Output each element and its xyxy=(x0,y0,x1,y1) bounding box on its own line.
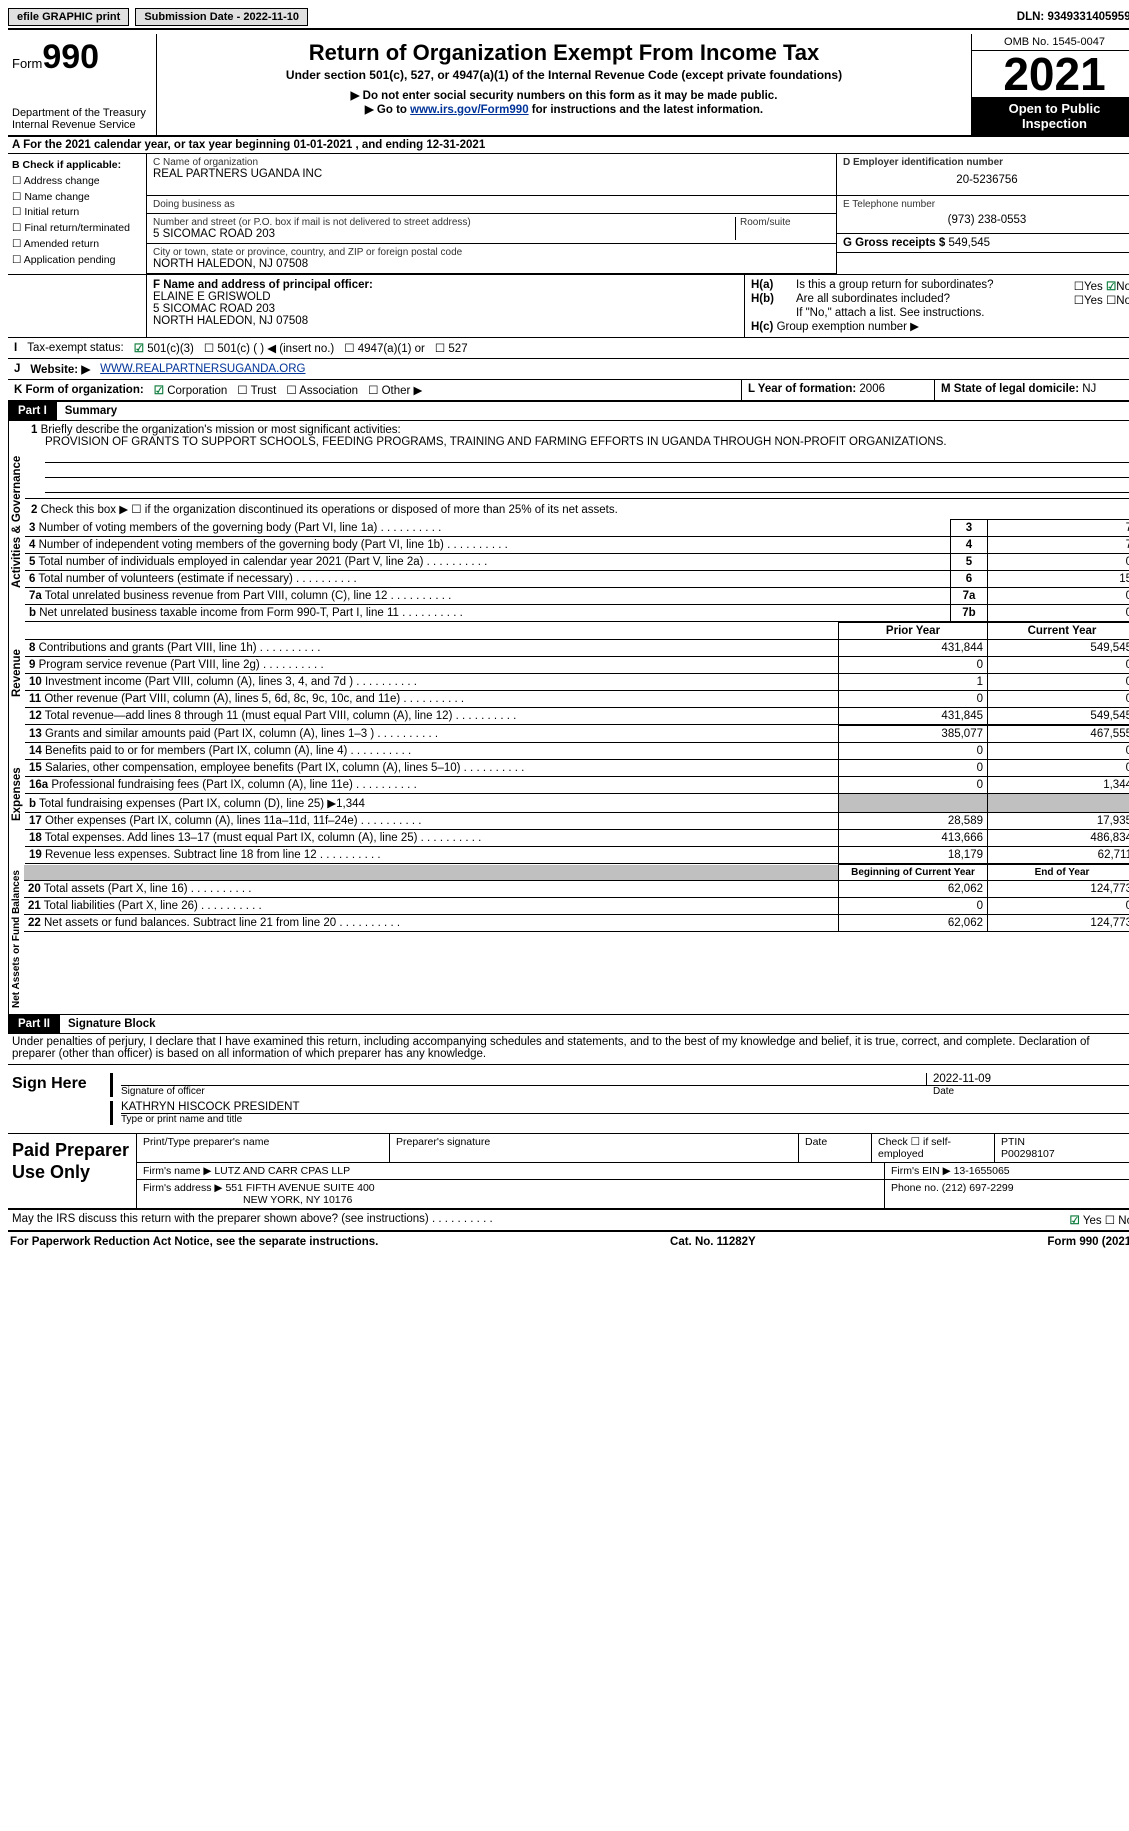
street-address: 5 SICOMAC ROAD 203 xyxy=(153,228,735,240)
form-title: Return of Organization Exempt From Incom… xyxy=(161,40,967,66)
row-k: K Form of organization: ☑ Corporation ☐ … xyxy=(8,380,741,400)
website-link[interactable]: WWW.REALPARTNERSUGANDA.ORG xyxy=(100,363,305,375)
gross-receipts: 549,545 xyxy=(948,237,990,249)
box-h: H(a)Is this a group return for subordina… xyxy=(745,275,1129,337)
vert-expenses: Expenses xyxy=(8,725,25,864)
paid-preparer-label: Paid Preparer Use Only xyxy=(8,1134,136,1208)
row-i-status: ITax-exempt status: ☑ 501(c)(3) ☐ 501(c)… xyxy=(8,338,1129,359)
row-j-website: JWebsite: ▶ WWW.REALPARTNERSUGANDA.ORG xyxy=(8,359,1129,380)
org-name: REAL PARTNERS UGANDA INC xyxy=(153,168,830,180)
chk-amended[interactable]: ☐ Amended return xyxy=(12,237,142,253)
firm-name: LUTZ AND CARR CPAS LLP xyxy=(214,1165,350,1177)
col-b-checkboxes: B Check if applicable: ☐ Address change … xyxy=(8,154,147,274)
chk-initial[interactable]: ☐ Initial return xyxy=(12,205,142,221)
may-irs-discuss: May the IRS discuss this return with the… xyxy=(8,1210,1129,1231)
chk-final[interactable]: ☐ Final return/terminated xyxy=(12,221,142,237)
org-name-label: C Name of organization xyxy=(153,157,830,168)
vert-revenue: Revenue xyxy=(8,622,25,725)
top-bar: efile GRAPHIC print Submission Date - 20… xyxy=(8,8,1129,30)
footer: For Paperwork Reduction Act Notice, see … xyxy=(8,1231,1129,1252)
box-f-officer: F Name and address of principal officer:… xyxy=(147,275,745,337)
header-right: OMB No. 1545-0047 2021 Open to Public In… xyxy=(971,34,1129,135)
chk-pending[interactable]: ☐ Application pending xyxy=(12,253,142,269)
header-left: Form990 Department of the Treasury Inter… xyxy=(8,34,157,135)
part1-header: Part ISummary xyxy=(8,401,1129,421)
officer-name: KATHRYN HISCOCK PRESIDENT xyxy=(121,1101,1129,1114)
sign-date: 2022-11-09 xyxy=(926,1073,1129,1085)
vert-netassets: Net Assets or Fund Balances xyxy=(8,864,24,1014)
expenses-table: 13 Grants and similar amounts paid (Part… xyxy=(25,725,1129,864)
netassets-table: Beginning of Current YearEnd of Year 20 … xyxy=(24,864,1129,932)
preparer-phone: (212) 697-2299 xyxy=(942,1182,1014,1194)
box-m: M State of legal domicile: NJ xyxy=(934,380,1129,400)
efile-button[interactable]: efile GRAPHIC print xyxy=(8,8,129,26)
revenue-table: Prior YearCurrent Year 8 Contributions a… xyxy=(25,622,1129,725)
firm-ein: 13-1655065 xyxy=(954,1165,1010,1177)
line-1: 1 Briefly describe the organization's mi… xyxy=(25,421,1129,499)
ptin: P00298107 xyxy=(1001,1148,1055,1160)
row-a: A For the 2021 calendar year, or tax yea… xyxy=(8,137,1129,154)
ein-label: D Employer identification number xyxy=(843,157,1003,168)
chk-name[interactable]: ☐ Name change xyxy=(12,190,142,206)
dba-label: Doing business as xyxy=(153,199,830,210)
line-2: 2 Check this box ▶ ☐ if the organization… xyxy=(25,499,1129,519)
irs-link[interactable]: www.irs.gov/Form990 xyxy=(410,104,528,116)
submission-date: Submission Date - 2022-11-10 xyxy=(135,8,308,26)
chk-addr[interactable]: ☐ Address change xyxy=(12,174,142,190)
city-state-zip: NORTH HALEDON, NJ 07508 xyxy=(153,258,830,270)
perjury-text: Under penalties of perjury, I declare th… xyxy=(8,1034,1129,1062)
vert-activities: Activities & Governance xyxy=(8,421,25,622)
part2-header: Part IISignature Block xyxy=(8,1014,1129,1034)
ein: 20-5236756 xyxy=(843,168,1129,192)
dln: DLN: 93493314059592 xyxy=(1017,11,1129,23)
header-center: Return of Organization Exempt From Incom… xyxy=(157,34,971,135)
box-l: L Year of formation: 2006 xyxy=(741,380,934,400)
telephone: (973) 238-0553 xyxy=(843,210,1129,230)
governance-table: 3 Number of voting members of the govern… xyxy=(25,519,1129,622)
sign-here-label: Sign Here xyxy=(8,1065,96,1133)
